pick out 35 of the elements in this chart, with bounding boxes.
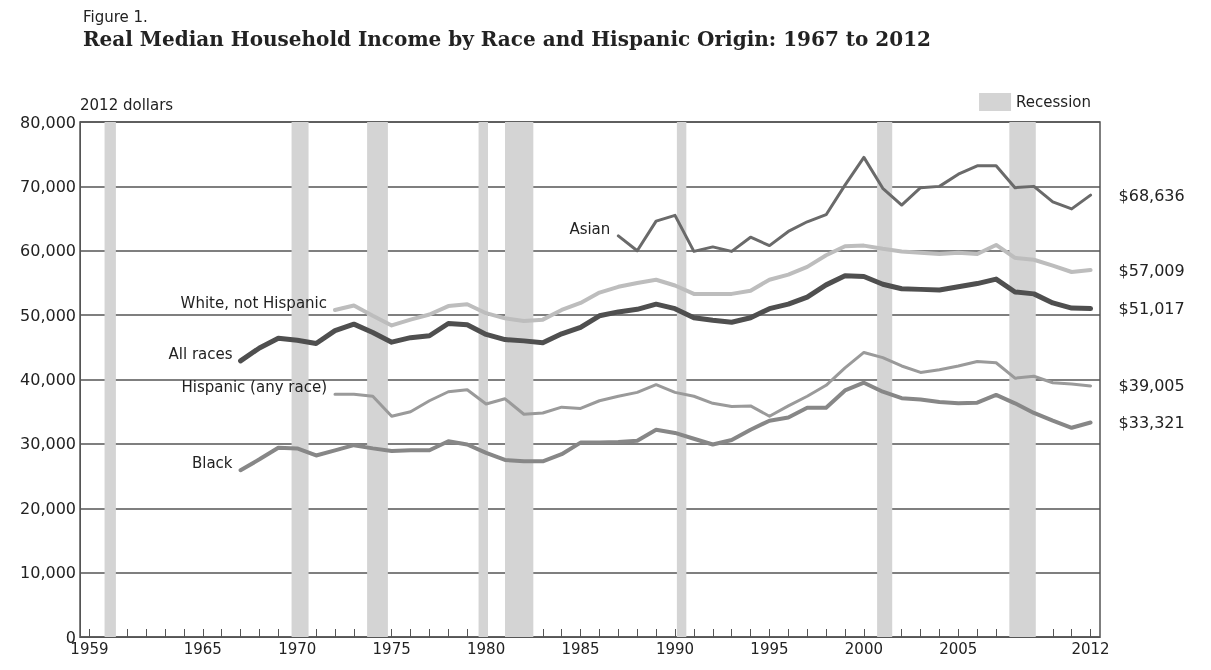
data-label: $33,321 <box>1118 413 1185 432</box>
y-tick-label: 70,000 <box>20 176 76 196</box>
data-label: $68,636 <box>1118 185 1185 205</box>
x-tick-label: 2000 <box>844 639 883 658</box>
chart-subtitle: Figure 1. <box>83 7 148 26</box>
y-tick-label: 50,000 <box>20 305 76 325</box>
x-tick-label: 1985 <box>561 639 600 658</box>
y-tick-label: 40,000 <box>20 370 76 389</box>
x-tick-label: 1970 <box>278 639 317 658</box>
x-tick-label: 1990 <box>655 639 695 658</box>
y-tick-label: 10,000 <box>20 563 76 583</box>
x-tick-label: 1965 <box>183 639 222 658</box>
series-label: All races <box>168 344 233 363</box>
chart-title: Real Median Household Income by Race and Hispanic Origin: 1967 to 2012 <box>83 27 931 51</box>
data-label: $39,005 <box>1118 376 1185 396</box>
y-tick-label: 30,000 <box>20 434 76 454</box>
data-label: $57,009 <box>1118 260 1185 280</box>
y-axis-title: 2012 dollars <box>80 95 174 114</box>
data-label: $51,017 <box>1118 299 1185 319</box>
series-label: White, not Hispanic <box>180 293 327 312</box>
x-tick-label: 1980 <box>467 639 506 658</box>
x-tick-label: 2005 <box>939 639 978 658</box>
series-label: Hispanic (any race) <box>181 378 327 397</box>
series-label: Black <box>191 454 233 473</box>
y-tick-label: 60,000 <box>20 241 76 261</box>
x-tick-label: 1975 <box>372 639 411 658</box>
line-series <box>333 350 1093 418</box>
x-tick-label: 1995 <box>750 639 789 658</box>
x-tick-label: 2012 <box>1071 639 1110 658</box>
series-label: Asian <box>569 219 611 238</box>
line-series <box>333 242 1093 328</box>
y-tick-label: 20,000 <box>20 498 76 518</box>
y-tick-label: 80,000 <box>20 112 76 132</box>
legend-label: Recession <box>1016 93 1091 111</box>
line-series <box>616 155 1093 253</box>
